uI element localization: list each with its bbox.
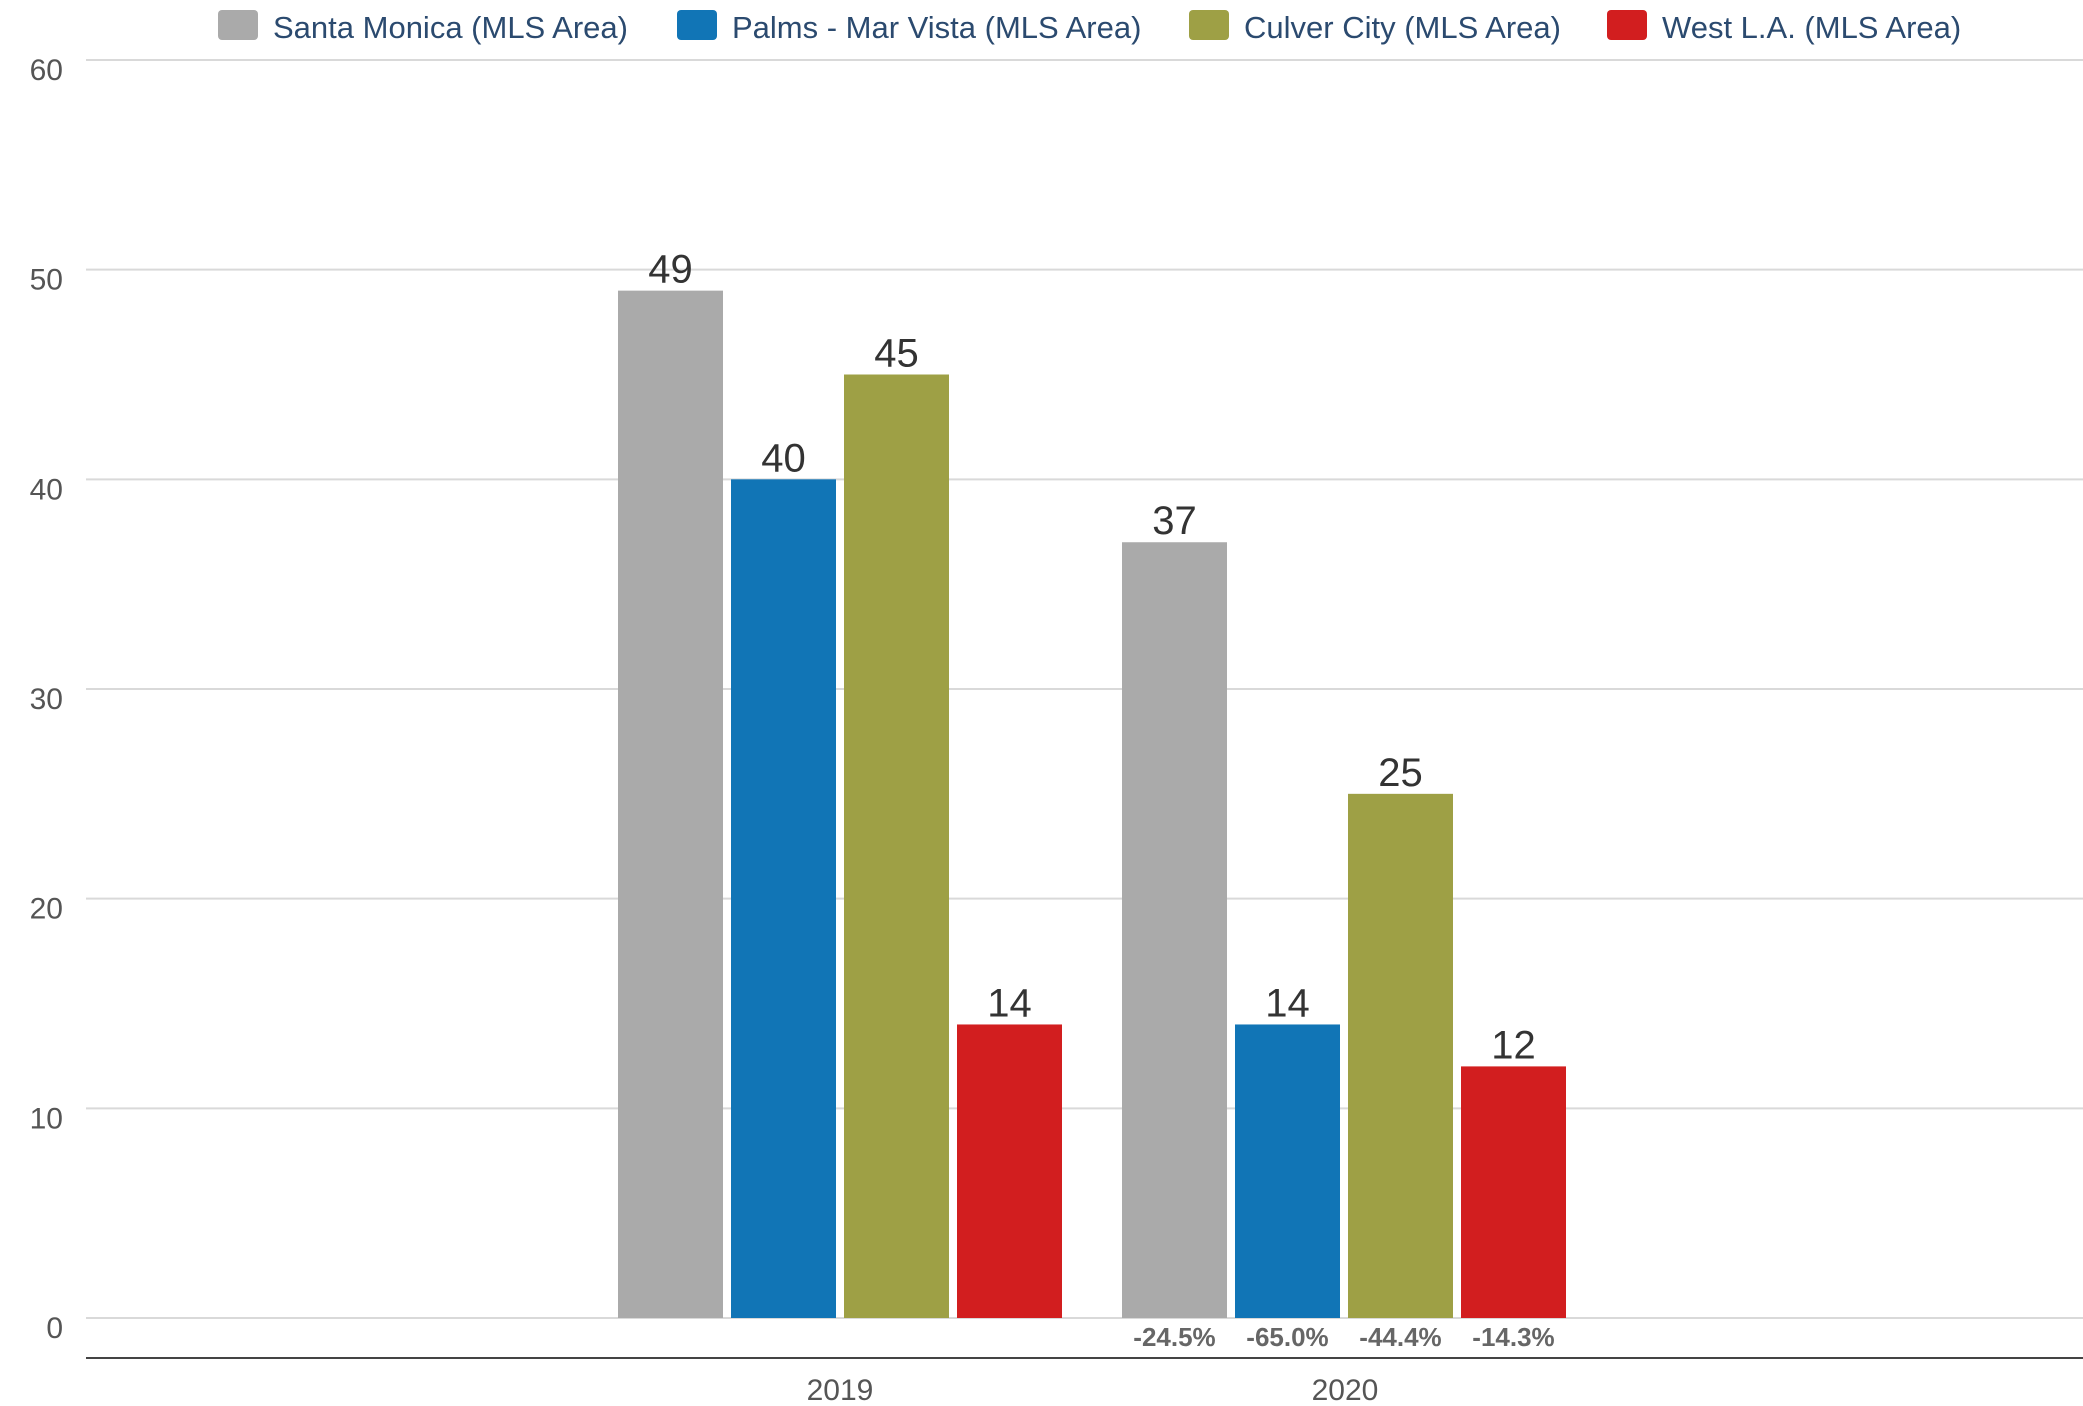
change-label-3: -44.4% xyxy=(1359,1322,1441,1352)
bar-2019-series-2 xyxy=(731,479,836,1318)
legend-swatch-1 xyxy=(218,10,258,40)
data-label-2019-series-2: 40 xyxy=(761,436,806,480)
data-label-2020-series-2: 14 xyxy=(1265,981,1310,1025)
legend-swatch-2 xyxy=(677,10,717,40)
legend-label-4: West L.A. (MLS Area) xyxy=(1662,10,1961,45)
legend: Santa Monica (MLS Area) Palms - Mar Vista… xyxy=(218,10,1961,45)
bar-2019-series-3 xyxy=(844,374,949,1318)
legend-swatch-4 xyxy=(1607,10,1647,40)
bar-2020-series-4 xyxy=(1461,1066,1566,1318)
data-label-2020-series-1: 37 xyxy=(1152,499,1197,543)
legend-label-2: Palms - Mar Vista (MLS Area) xyxy=(732,10,1141,45)
y-tick-label-60: 60 xyxy=(30,54,63,87)
bar-2019-series-1 xyxy=(618,290,723,1319)
y-tick-label-50: 50 xyxy=(30,264,63,297)
data-label-2019-series-3: 45 xyxy=(874,332,919,376)
grid-lines xyxy=(86,59,2083,1319)
legend-label-1: Santa Monica (MLS Area) xyxy=(273,10,628,45)
x-axis: 2019 2020 xyxy=(86,1357,2083,1406)
data-labels: 49 40 45 14 37 14 25 12 xyxy=(648,248,1536,1068)
bar-2020-series-1 xyxy=(1122,542,1227,1318)
y-tick-label-0: 0 xyxy=(46,1312,63,1345)
legend-label-3: Culver City (MLS Area) xyxy=(1244,10,1561,45)
bar-2020-series-3 xyxy=(1348,793,1453,1318)
change-label-4: -14.3% xyxy=(1472,1322,1554,1352)
bar-2019-series-4 xyxy=(957,1024,1062,1318)
data-label-2019-series-1: 49 xyxy=(648,248,693,292)
legend-swatch-3 xyxy=(1189,10,1229,40)
bars xyxy=(618,290,1566,1319)
y-tick-label-30: 30 xyxy=(30,683,63,716)
y-tick-label-10: 10 xyxy=(30,1102,63,1135)
y-tick-label-40: 40 xyxy=(30,473,63,506)
data-label-2019-series-4: 14 xyxy=(987,981,1032,1025)
y-axis-ticks: 0 10 20 30 40 50 60 xyxy=(30,54,63,1345)
y-tick-label-20: 20 xyxy=(30,893,63,926)
bar-2020-series-2 xyxy=(1235,1024,1340,1318)
change-labels: -24.5% -65.0% -44.4% -14.3% xyxy=(1133,1322,1554,1352)
change-label-1: -24.5% xyxy=(1133,1322,1215,1352)
x-tick-label-2019: 2019 xyxy=(807,1374,874,1406)
data-label-2020-series-3: 25 xyxy=(1378,751,1423,795)
data-label-2020-series-4: 12 xyxy=(1491,1023,1536,1067)
change-label-2: -65.0% xyxy=(1246,1322,1328,1352)
x-tick-label-2020: 2020 xyxy=(1312,1374,1379,1406)
